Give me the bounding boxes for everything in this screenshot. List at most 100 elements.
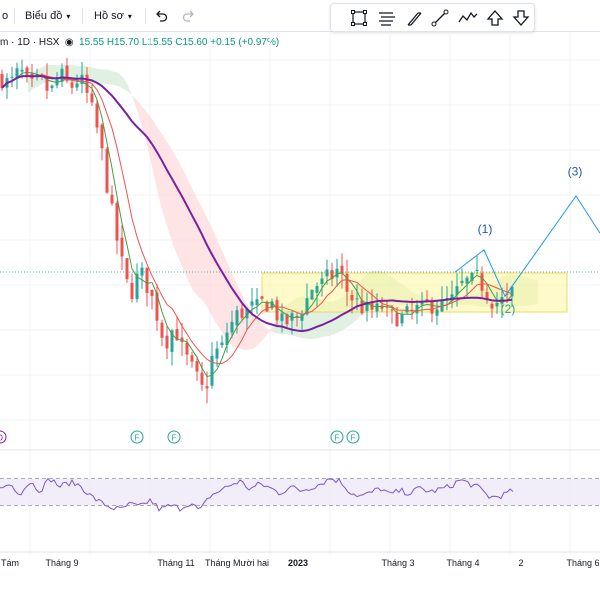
cloud-segment xyxy=(28,71,33,94)
candle-body xyxy=(190,355,194,362)
cloud-segment xyxy=(503,274,508,307)
cloud-segment xyxy=(288,300,293,336)
cloud-segment xyxy=(528,277,533,306)
open-value: 15.55 xyxy=(79,37,105,48)
cloud-segment xyxy=(523,276,528,306)
cloud-segment xyxy=(108,69,113,85)
time-axis-label: 2023 xyxy=(288,558,308,568)
candle-body xyxy=(265,301,269,312)
chart-annotations: (1) (2) (3) xyxy=(478,165,583,316)
cloud-segment xyxy=(178,160,183,270)
cloud-segment xyxy=(208,219,213,319)
candle-body xyxy=(350,294,354,301)
cloud-segment xyxy=(508,274,513,307)
candle-body xyxy=(485,292,489,301)
cloud-segment xyxy=(153,120,158,195)
cloud-segment xyxy=(418,294,423,307)
candle-body xyxy=(380,305,384,309)
cloud-segment xyxy=(363,273,368,315)
brush-icon[interactable] xyxy=(403,7,425,29)
event-marker-circle xyxy=(130,430,144,444)
candle-body xyxy=(330,270,334,280)
cloud-segment xyxy=(98,68,103,85)
cloud-segment xyxy=(408,289,413,306)
arrow-up-icon[interactable] xyxy=(484,7,506,29)
cloud-segment xyxy=(143,107,148,149)
symbol-label[interactable]: m · 1D · HSX xyxy=(0,37,60,48)
candle-body xyxy=(120,237,124,257)
undo-icon[interactable] xyxy=(154,9,168,23)
cloud-segment xyxy=(248,305,253,350)
cloud-segment xyxy=(163,135,168,229)
toolbar-first-item[interactable]: o xyxy=(2,10,9,22)
candle-body xyxy=(395,312,399,327)
ma-fast-line xyxy=(1,71,513,378)
cloud-segment xyxy=(303,296,308,339)
candle-body xyxy=(335,268,339,278)
ichimoku-cloud xyxy=(28,64,538,350)
candle-body xyxy=(210,355,214,386)
cloud-segment xyxy=(473,292,478,307)
candle-body xyxy=(490,303,494,309)
candle-body xyxy=(125,258,129,280)
candle-body xyxy=(195,361,199,372)
cloud-segment xyxy=(353,282,358,323)
chart-legend: m · 1D · HSX ◉ 15.55 H15.70 L15.55 C15.6… xyxy=(0,37,279,51)
cloud-segment xyxy=(238,286,243,350)
cloud-segment xyxy=(243,296,248,350)
candle-body xyxy=(130,282,134,299)
cloud-segment xyxy=(223,252,228,342)
candle-body xyxy=(160,322,164,338)
candle-body xyxy=(310,289,314,300)
candle-body xyxy=(505,293,509,295)
rsi-band xyxy=(0,478,600,506)
candle-body xyxy=(475,269,479,271)
candle-body xyxy=(95,103,99,128)
trend-line-icon[interactable] xyxy=(429,7,451,29)
candle-body xyxy=(415,304,419,314)
cloud-segment xyxy=(158,128,163,214)
redo-icon[interactable] xyxy=(182,9,196,23)
chart-menu-button[interactable]: Biểu đồ ▾ xyxy=(25,0,70,32)
cloud-segment xyxy=(268,325,273,334)
candle-body xyxy=(245,308,249,319)
cloud-segment xyxy=(343,292,348,330)
cloud-segment xyxy=(253,313,258,349)
moving-averages xyxy=(1,71,513,378)
arrow-down-icon[interactable] xyxy=(510,7,532,29)
candle-body xyxy=(155,292,159,321)
cloud-segment xyxy=(313,297,318,339)
time-axis-label: 2 xyxy=(518,558,523,568)
candle-body xyxy=(510,286,514,297)
time-axis: Tám Tháng 9 Tháng 11 Tháng Mười hai 2023 Thán… xyxy=(0,551,600,568)
candle-body xyxy=(240,308,244,318)
high-value: H15.70 xyxy=(106,37,140,48)
time-axis-label: Tháng 3 xyxy=(381,558,414,568)
cloud-segment xyxy=(83,66,88,84)
candle-body xyxy=(205,386,209,389)
candle-body xyxy=(450,294,454,301)
candle-body xyxy=(305,298,309,315)
cloud-segment xyxy=(128,85,133,99)
event-marker-label: F xyxy=(335,434,340,443)
parallel-channel-icon[interactable] xyxy=(376,7,398,29)
event-marker-circle xyxy=(0,430,7,444)
rectangle-icon[interactable] xyxy=(348,7,370,29)
candle-body xyxy=(20,69,24,72)
cloud-segment xyxy=(338,297,343,333)
candle-body xyxy=(425,299,429,302)
cloud-segment xyxy=(263,324,268,340)
candle-body xyxy=(45,77,49,91)
candle-body xyxy=(30,73,34,79)
drawing-toolbar xyxy=(330,3,535,32)
candle-body xyxy=(185,342,189,355)
cloud-segment xyxy=(33,69,38,89)
profile-menu-button[interactable]: Hồ sơ ▾ xyxy=(94,0,132,32)
elliott-wave-icon[interactable] xyxy=(457,7,479,29)
time-axis-label: Tháng 4 xyxy=(446,558,479,568)
cloud-segment xyxy=(518,275,523,306)
cloud-segment xyxy=(63,64,68,82)
event-marker-circle xyxy=(167,430,181,444)
cloud-segment xyxy=(198,200,203,301)
eye-icon[interactable]: ◉ xyxy=(64,37,74,48)
